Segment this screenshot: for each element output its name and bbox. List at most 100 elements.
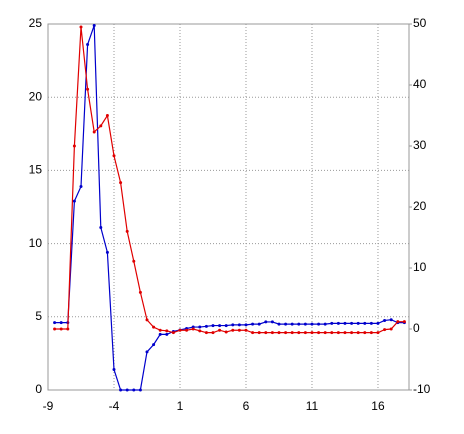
series-marker [336, 331, 340, 335]
series-marker [310, 331, 314, 335]
y-tick-label: 25 [29, 16, 43, 30]
series-marker [330, 321, 334, 325]
series-marker [297, 322, 301, 326]
series-marker [363, 321, 367, 325]
x-tick-label: -4 [109, 399, 120, 413]
series-marker [244, 328, 248, 332]
series-marker [356, 321, 360, 325]
series-marker [145, 350, 149, 354]
series-marker [119, 181, 123, 185]
series-marker [290, 331, 294, 335]
series-marker [244, 323, 248, 327]
series-marker [132, 259, 136, 263]
series-marker [99, 225, 103, 229]
series-marker [224, 324, 228, 328]
y2-tick-label: 50 [413, 16, 427, 30]
series-marker [119, 388, 123, 392]
series-marker [402, 320, 406, 324]
series-marker [171, 331, 175, 335]
series-marker [231, 328, 235, 332]
series-marker [112, 368, 116, 372]
series-marker [303, 331, 307, 335]
series-marker [264, 320, 268, 324]
series-marker [277, 331, 281, 335]
x-tick-label: 11 [306, 399, 319, 413]
series-marker [185, 328, 189, 332]
series-marker [79, 185, 83, 189]
series-marker [224, 330, 228, 334]
series-marker [317, 331, 321, 335]
series-marker [59, 321, 63, 325]
series-marker [112, 154, 116, 158]
series-marker [350, 331, 354, 335]
series-marker [178, 328, 182, 332]
series-marker [323, 322, 327, 326]
series-marker [277, 322, 281, 326]
x-tick-label: 6 [243, 399, 250, 413]
series-marker [317, 322, 321, 326]
y-tick-label: 10 [29, 236, 43, 250]
series-marker [86, 42, 90, 46]
series-marker [72, 144, 76, 148]
series-marker [363, 331, 367, 335]
series-marker [86, 87, 90, 91]
series-marker [323, 331, 327, 335]
y2-tick-label: 30 [413, 138, 427, 152]
series-marker [284, 322, 288, 326]
series-marker [350, 321, 354, 325]
series-marker [191, 327, 195, 331]
series-marker [105, 250, 109, 254]
series-marker [396, 320, 400, 324]
x-tick-label: 1 [177, 399, 184, 413]
series-marker [237, 323, 241, 327]
series-marker [158, 332, 162, 336]
y2-tick-label: 10 [413, 260, 427, 274]
series-marker [389, 327, 393, 331]
series-marker [53, 321, 57, 325]
series-line [54, 25, 405, 391]
series-line [54, 26, 405, 334]
series-marker [165, 332, 169, 336]
series-marker [257, 322, 261, 326]
series-marker [257, 331, 261, 335]
series-marker [297, 331, 301, 335]
series-marker [211, 324, 215, 328]
series-marker [152, 343, 156, 347]
series-marker [303, 322, 307, 326]
x-tick-label: -9 [43, 399, 54, 413]
series-marker [383, 318, 387, 322]
series-marker [165, 329, 169, 333]
series-marker [356, 331, 360, 335]
series-marker [336, 321, 340, 325]
series-marker [125, 229, 129, 233]
series-marker [204, 324, 208, 328]
series-marker [343, 331, 347, 335]
y-tick-label: 5 [35, 309, 42, 323]
x-tick-label: 16 [371, 399, 385, 413]
series-marker [290, 322, 294, 326]
series-marker [204, 331, 208, 335]
y-tick-label: 20 [29, 89, 43, 103]
series-marker [92, 130, 96, 134]
series-marker [310, 322, 314, 326]
y2-tick-label: 20 [413, 199, 427, 213]
series-marker [72, 199, 76, 203]
y-tick-label: 15 [29, 163, 43, 177]
y-tick-label: 0 [35, 382, 42, 396]
series-marker [198, 325, 202, 329]
series-marker [231, 323, 235, 327]
series-marker [138, 388, 142, 392]
series-marker [132, 388, 136, 392]
series-marker [145, 318, 149, 322]
series-marker [284, 331, 288, 335]
y2-tick-label: -10 [413, 382, 431, 396]
series-marker [264, 331, 268, 335]
series-marker [92, 23, 96, 27]
series-marker [158, 328, 162, 332]
series-marker [343, 321, 347, 325]
series-marker [218, 328, 222, 332]
series-marker [211, 331, 215, 335]
plot-frame [47, 23, 410, 391]
y2-tick-label: 40 [413, 77, 427, 91]
